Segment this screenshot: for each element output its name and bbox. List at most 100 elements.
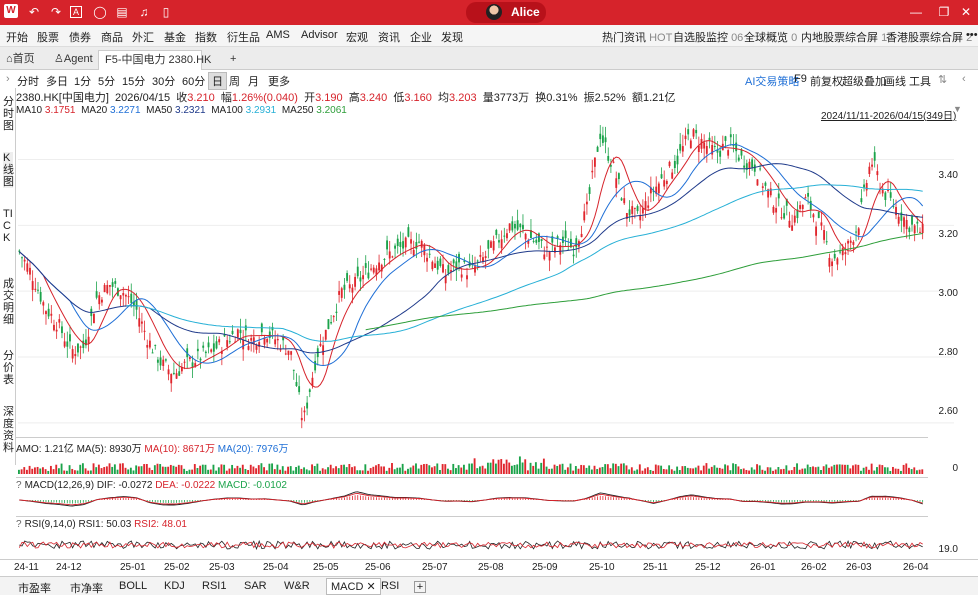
candle-body xyxy=(311,377,314,386)
side-intraday[interactable]: 分时图 xyxy=(3,96,14,132)
menu-item-discover[interactable]: 发现 xyxy=(441,32,463,44)
more-icon[interactable]: ••• xyxy=(966,29,978,41)
volume-bar xyxy=(241,464,244,474)
back-icon[interactable]: ↶ xyxy=(28,5,40,19)
candle-body xyxy=(82,340,85,348)
menu-item-index[interactable]: 指数 xyxy=(195,32,217,44)
ai-strategy-button[interactable]: AI交易策略 xyxy=(745,76,800,88)
candle-body xyxy=(207,342,210,348)
close-icon[interactable]: ✕ xyxy=(960,5,972,19)
candle-body xyxy=(138,318,141,327)
menu-item-start[interactable]: 开始 xyxy=(6,32,28,44)
amount-value: 1.21亿 xyxy=(642,92,676,104)
side-trades[interactable]: 成交明细 xyxy=(3,278,14,326)
menu-item-ams[interactable]: AMS xyxy=(266,29,290,41)
menu-item-news[interactable]: 资讯 xyxy=(378,32,400,44)
menu-item-fund[interactable]: 基金 xyxy=(164,32,186,44)
candle-body xyxy=(124,294,127,297)
volume-bar xyxy=(849,468,852,474)
a-icon[interactable]: A xyxy=(70,6,82,18)
adjust-button[interactable]: 前复权 xyxy=(810,76,843,88)
collapse-icon[interactable]: ‹ xyxy=(962,73,966,85)
forward-icon[interactable]: ↷ xyxy=(50,5,62,19)
tab-stock[interactable]: F5-中国电力 2380.HK xyxy=(98,50,211,70)
side-tick[interactable]: TICK xyxy=(3,208,13,244)
dropdown-icon[interactable]: ▼ xyxy=(953,104,962,114)
menu-mainland[interactable]: 内地股票综合屏 1 xyxy=(801,32,888,44)
candle-body xyxy=(21,257,23,259)
menu-item-company[interactable]: 企业 xyxy=(410,32,432,44)
ind-pe[interactable]: 市盈率 xyxy=(18,583,51,595)
add-indicator-icon[interactable]: + xyxy=(414,581,426,593)
menu-item-stock[interactable]: 股票 xyxy=(37,32,59,44)
x-tick: 25-04 xyxy=(263,562,289,573)
ind-rsi1[interactable]: RSI1 xyxy=(202,580,227,592)
candle-body xyxy=(772,206,775,213)
draw-button[interactable]: 画线 xyxy=(884,76,906,88)
bell-icon[interactable]: ♫ xyxy=(139,5,149,19)
help-icon[interactable]: ? xyxy=(16,480,22,491)
add-tab-button[interactable]: + xyxy=(230,53,237,65)
period-intraday[interactable]: 分时 xyxy=(17,76,39,88)
volume-bar xyxy=(854,464,857,474)
menu-item-macro[interactable]: 宏观 xyxy=(346,32,368,44)
volume-bar xyxy=(726,465,729,474)
candle-body xyxy=(108,285,111,287)
ind-pb[interactable]: 市净率 xyxy=(70,583,103,595)
side-price-table[interactable]: 分价表 xyxy=(3,350,14,386)
menu-item-fx[interactable]: 外汇 xyxy=(132,32,154,44)
period-week[interactable]: 周 xyxy=(229,76,240,88)
ind-rsi[interactable]: RSI xyxy=(381,580,400,592)
chat-icon[interactable]: ◯ xyxy=(93,5,107,19)
period-5m[interactable]: 5分 xyxy=(98,76,116,88)
period-month[interactable]: 月 xyxy=(248,76,259,88)
help-icon[interactable]: ? xyxy=(16,519,22,530)
ind-boll[interactable]: BOLL xyxy=(119,580,148,592)
menu-hot-news[interactable]: 热门资讯 HOT xyxy=(602,32,673,44)
side-kline[interactable]: K线图 xyxy=(3,152,14,188)
period-1m[interactable]: 1分 xyxy=(74,76,92,88)
tab-agent[interactable]: ♙Agent xyxy=(54,53,93,65)
menu-item-derivatives[interactable]: 衍生品 xyxy=(227,32,260,44)
turnover-value: 0.31% xyxy=(546,92,578,104)
menu-hk[interactable]: 香港股票综合屏 2 xyxy=(886,32,973,44)
menu-watchlist[interactable]: 自选股监控 06 xyxy=(673,32,744,44)
period-more[interactable]: 更多 xyxy=(268,76,290,88)
ind-macd[interactable]: MACD ✕ xyxy=(326,578,381,595)
volume-bar xyxy=(52,469,55,474)
volume-bar xyxy=(564,469,567,474)
wind-icon[interactable]: ▤ xyxy=(116,5,128,19)
menu-global[interactable]: 全球概览 0 xyxy=(744,32,798,44)
f9-button[interactable]: F9 xyxy=(794,73,807,85)
volume-bar xyxy=(265,470,268,474)
menu-item-advisor[interactable]: Advisor xyxy=(301,29,338,41)
period-day[interactable]: 日 xyxy=(208,72,227,90)
menu-item-bond[interactable]: 债券 xyxy=(69,32,91,44)
side-depth[interactable]: 深度资料 xyxy=(3,406,14,454)
date-range[interactable]: 2024/11/11-2026/04/15(349日) xyxy=(821,111,957,122)
overlay-button[interactable]: 超级叠加 xyxy=(842,76,886,88)
candle-body xyxy=(591,170,594,173)
candle-body xyxy=(364,263,367,268)
candle-body xyxy=(812,214,815,218)
restore-icon[interactable]: ❐ xyxy=(938,5,950,19)
volume-bar xyxy=(652,470,655,474)
volume-bar xyxy=(305,469,308,474)
tools-button[interactable]: 工具 xyxy=(909,76,931,88)
ind-kdj[interactable]: KDJ xyxy=(164,580,185,592)
period-15m[interactable]: 15分 xyxy=(122,76,146,88)
ind-wr[interactable]: W&R xyxy=(284,580,310,592)
ind-sar[interactable]: SAR xyxy=(244,580,267,592)
minimize-icon[interactable]: — xyxy=(910,5,922,19)
note-icon[interactable]: ▯ xyxy=(162,5,170,19)
menu-item-commodity[interactable]: 商品 xyxy=(101,32,123,44)
candle-body xyxy=(292,369,295,371)
period-multiday[interactable]: 多日 xyxy=(46,76,68,88)
tab-home[interactable]: ⌂首页 xyxy=(6,53,35,65)
period-60m[interactable]: 60分 xyxy=(182,76,206,88)
period-30m[interactable]: 30分 xyxy=(152,76,176,88)
expand-icon[interactable]: ⇅ xyxy=(938,74,948,86)
chevron-right-icon[interactable]: › xyxy=(6,73,10,85)
close-icon[interactable]: ✕ xyxy=(366,581,376,593)
